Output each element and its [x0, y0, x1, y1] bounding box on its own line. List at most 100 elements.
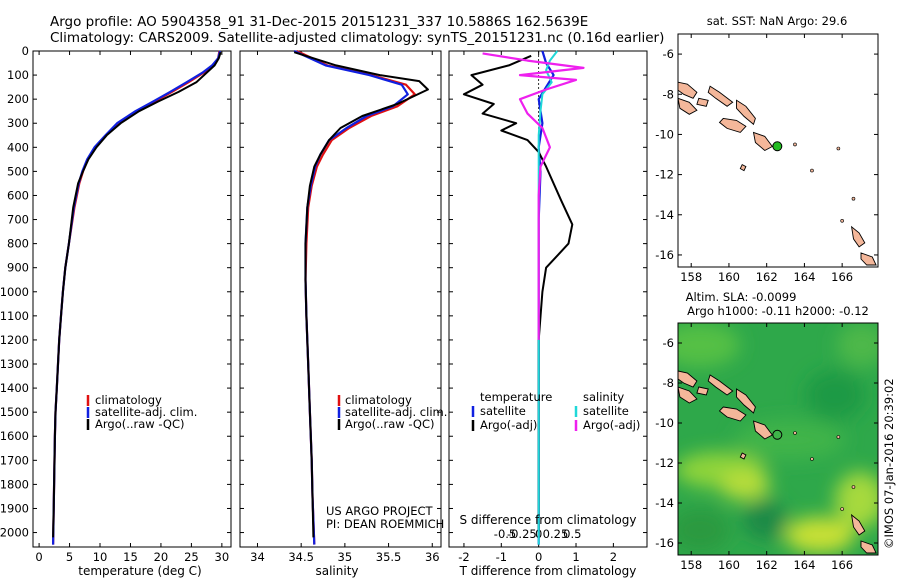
salinity-panel-frame: [239, 50, 442, 548]
map-x-tick-label: 164: [793, 270, 815, 284]
depth-tick-label: 1700: [0, 453, 29, 467]
island: [739, 452, 747, 460]
sla-heatmap: [678, 323, 878, 555]
salinity-legend: climatology satellite-adj. clim. Argo(..…: [337, 393, 447, 431]
x-tick-label: 5: [66, 550, 73, 564]
islet: [793, 142, 797, 147]
sla-blob: [678, 323, 740, 367]
x-tick-label: 34.5: [288, 550, 314, 564]
x-tick-label: 10: [93, 550, 108, 564]
difference-plot: -2 -1 0 1 2-0.5-0.250 0.250.5: [449, 50, 647, 564]
sla-blob: [678, 508, 730, 552]
islet: [793, 431, 797, 435]
legend-label-argo: Argo(..raw -QC): [345, 417, 435, 431]
x-tick-label: 35: [338, 550, 353, 564]
legend-title-temperature: temperature: [480, 390, 552, 404]
series-line: [52, 50, 222, 545]
island: [718, 117, 747, 133]
s-tick-label: -0.5: [494, 527, 516, 541]
island: [678, 386, 698, 404]
island: [707, 374, 734, 396]
sla-blob: [743, 500, 787, 540]
sst-map-title: sat. SST: NaN Argo: 29.6: [707, 14, 848, 28]
islet: [851, 485, 856, 489]
imos-timestamp: ©IMOS 07-Jan-2016 20:39:02: [882, 378, 896, 549]
island: [736, 388, 756, 414]
map-x-tick-label: 162: [756, 270, 778, 284]
sla-map-axes: 158 160 162 164 166 -6 -8 -10 -12 -14 -16: [655, 323, 878, 572]
salinity-xlabel: salinity: [315, 564, 358, 578]
depth-tick-label: 700: [7, 213, 29, 227]
depth-tick-label: 0: [22, 44, 29, 58]
x-tick-label: -2: [458, 550, 469, 564]
depth-tick-label: 200: [7, 92, 29, 106]
island: [696, 386, 709, 396]
depth-tick-label: 1800: [0, 477, 29, 491]
temperature-plot: 0100200300400500600700800900100011001200…: [0, 44, 231, 564]
series-line: [296, 50, 416, 545]
depth-tick-label: 2000: [0, 526, 29, 540]
map-x-tick-label: 166: [831, 270, 853, 284]
argo-float-marker: [772, 429, 783, 440]
island: [752, 131, 773, 152]
difference-xlabel: T difference from climatology: [459, 564, 637, 578]
legend-label-sal-argo: Argo(-adj): [583, 418, 640, 432]
island: [860, 252, 877, 266]
sla-map-subtitle: Argo h1000: -0.11 h2000: -0.12: [687, 304, 869, 318]
map-y-tick-label: -14: [655, 496, 674, 510]
island: [860, 540, 877, 554]
map-y-tick-label: -8: [663, 376, 674, 390]
x-tick-label: 30: [215, 550, 230, 564]
depth-tick-label: 500: [7, 164, 29, 178]
difference-panel-frame: [448, 50, 648, 548]
depth-tick-label: 1000: [0, 285, 29, 299]
map-x-tick-label: 162: [756, 558, 778, 572]
s-tick-label: -0.25: [507, 527, 537, 541]
island: [677, 81, 698, 99]
islet: [810, 168, 814, 173]
header-line-1: Argo profile: AO 5904358_91 31-Dec-2015 …: [50, 14, 588, 30]
map-y-tick-label: -10: [655, 416, 674, 430]
salinity-plot: 34 34.5 35 35.5 36: [240, 50, 441, 564]
map-y-tick-label: -14: [655, 208, 674, 222]
temperature-xlabel: temperature (deg C): [78, 564, 201, 578]
sla-blob: [720, 470, 770, 500]
series-line: [482, 52, 585, 340]
map-y-tick-label: -12: [655, 168, 674, 182]
island: [718, 406, 747, 422]
s-tick-label: 0.5: [563, 527, 581, 541]
x-tick-label: 25: [184, 550, 199, 564]
legend-label-satellite: satellite-adj. clim.: [95, 405, 197, 419]
series-line: [52, 51, 222, 538]
islet: [840, 219, 844, 223]
depth-tick-label: 1100: [0, 309, 29, 323]
legend-label-climatology: climatology: [95, 393, 162, 407]
legend-label-argo: Argo(..raw -QC): [95, 417, 185, 431]
depth-tick-label: 900: [7, 261, 29, 275]
map-x-tick-label: 158: [680, 558, 702, 572]
legend-label-temp-argo: Argo(-adj): [480, 418, 537, 432]
sst-map: 158 160 162 164 166 -6 -8 -10 -12 -14 -16: [655, 34, 878, 284]
map-y-tick-label: -6: [663, 336, 674, 350]
legend-label-temp-satellite: satellite: [480, 404, 526, 418]
island: [850, 225, 866, 248]
difference-xlabel-top: S difference from climatology: [460, 513, 637, 527]
project-annotation-1: US ARGO PROJECT: [326, 504, 434, 518]
depth-tick-label: 400: [7, 140, 29, 154]
map-x-tick-label: 160: [718, 558, 740, 572]
map-y-tick-label: -10: [655, 127, 674, 141]
x-tick-label: 1: [572, 550, 579, 564]
sla-field: [678, 323, 878, 553]
x-tick-label: 0: [35, 550, 42, 564]
map-x-tick-label: 160: [718, 270, 740, 284]
x-tick-label: 2: [610, 550, 617, 564]
sla-blob: [835, 472, 878, 528]
x-tick-label: 20: [154, 550, 169, 564]
temperature-panel-frame: [32, 50, 232, 548]
depth-tick-label: 300: [7, 116, 29, 130]
map-x-tick-label: 158: [680, 270, 702, 284]
map-y-tick-label: -16: [655, 536, 674, 550]
argo-float-marker: [772, 141, 783, 152]
map-y-tick-label: -12: [655, 456, 674, 470]
